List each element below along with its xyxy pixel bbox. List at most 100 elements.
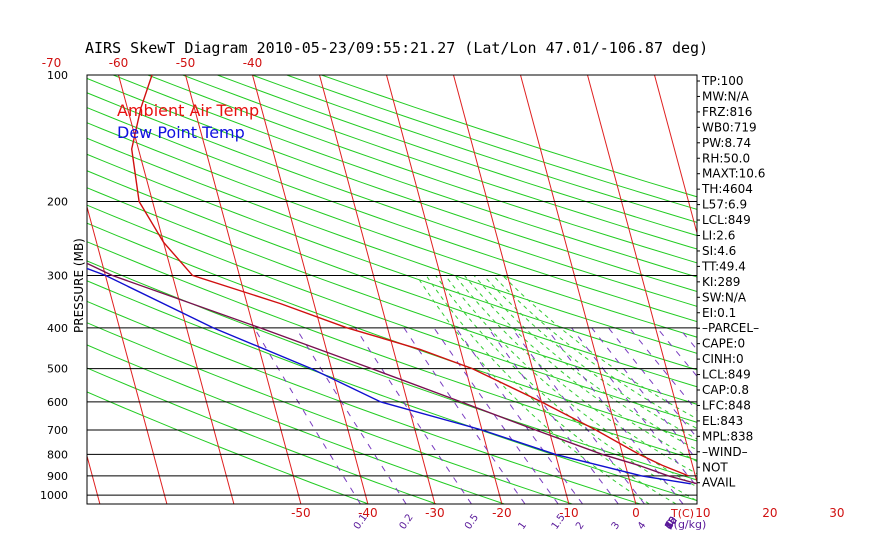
top-temp-tick-label: -70 — [42, 56, 62, 70]
mixing-ratio-label: 4 — [636, 520, 649, 532]
dry-adiabat-line — [321, 75, 697, 198]
index-item: CAPE:0 — [702, 337, 745, 351]
series-line-ambient-air-temp — [130, 75, 689, 477]
isotherm-line — [118, 75, 235, 504]
mixing-ratio-line — [354, 327, 472, 504]
top-temp-tick-label: -60 — [109, 56, 129, 70]
bottom-temp-tick-label: 0 — [632, 506, 640, 520]
isotherm-line — [386, 75, 503, 504]
dry-adiabat-line — [87, 187, 697, 405]
dry-adiabat-line — [182, 75, 697, 250]
isotherm-line — [856, 75, 870, 504]
pressure-tick-label: 600 — [47, 396, 68, 409]
index-item: LCL:849 — [702, 368, 751, 382]
index-item: –WIND– — [702, 445, 748, 459]
pressure-tick-label: 400 — [47, 322, 68, 335]
isotherm-line — [587, 75, 697, 485]
index-item: PW:8.74 — [702, 136, 751, 150]
pressure-tick-label: 800 — [47, 448, 68, 461]
index-item: MAXT:10.6 — [702, 167, 765, 181]
dry-adiabat-line — [87, 260, 697, 481]
top-temp-tick-label: -50 — [176, 56, 196, 70]
temp-unit-label: T(C) — [670, 507, 694, 520]
plot-frame — [86, 74, 698, 505]
mixing-ratio-label: 8 — [663, 520, 676, 532]
pressure-tick-label: 100 — [47, 69, 68, 82]
chart-title: AIRS SkewT Diagram 2010-05-23/09:55:21.2… — [85, 39, 708, 57]
isotherm-line — [453, 75, 570, 504]
index-item: SI:4.6 — [702, 244, 736, 258]
series-line-parcel — [87, 262, 697, 485]
dry-adiabat-line — [87, 153, 697, 371]
mixing-ratio-label: 1 — [516, 520, 529, 532]
index-item: AVAIL — [702, 476, 736, 490]
index-item: LCL:849 — [702, 213, 751, 227]
dry-adiabat-line — [87, 77, 697, 292]
dry-adiabat-line — [87, 280, 697, 502]
index-item: LFC:848 — [702, 398, 751, 412]
dry-adiabat-line — [87, 204, 697, 423]
dry-adiabat-line — [87, 344, 505, 504]
index-item: MW:N/A — [702, 89, 750, 103]
index-item: TH:4604 — [701, 182, 753, 196]
index-item: LI:2.6 — [702, 229, 735, 243]
dry-adiabat-line — [87, 222, 697, 442]
moist-adiabat-line — [483, 275, 697, 440]
dry-adiabat-line — [87, 170, 697, 388]
index-item: –PARCEL– — [702, 321, 759, 335]
pressure-tick-label: 700 — [47, 424, 68, 437]
moist-adiabat-line — [473, 275, 697, 451]
dry-adiabat-line — [87, 367, 437, 504]
mixing-ratio-line — [433, 327, 559, 504]
dry-adiabat-line — [87, 107, 697, 323]
bottom-temp-tick-label: -20 — [492, 506, 512, 520]
dry-adiabat-line — [87, 122, 697, 338]
legend-entry: Dew Point Temp — [117, 123, 245, 142]
mixing-ratio-line — [571, 327, 697, 488]
index-item: EI:0.1 — [702, 306, 736, 320]
moist-adiabat-line — [425, 275, 677, 504]
bottom-temp-tick-label: -30 — [425, 506, 445, 520]
mixing-unit-label: Q(g/kg) — [665, 518, 706, 531]
index-item: CINH:0 — [702, 352, 744, 366]
isotherm-line — [789, 75, 870, 504]
isotherm-line — [185, 75, 302, 504]
y-axis-label: PRESSURE (MB) — [72, 238, 86, 333]
index-item: FRZ:816 — [702, 105, 752, 119]
dry-adiabat-line — [87, 92, 697, 307]
dry-adiabat-line — [251, 75, 697, 223]
isotherm-line — [654, 75, 697, 235]
isotherm-line — [520, 75, 637, 504]
moist-adiabat-line — [444, 275, 697, 488]
mixing-ratio-label: 2 — [574, 520, 587, 532]
index-item: TT:49.4 — [701, 259, 746, 273]
pressure-tick-label: 500 — [47, 363, 68, 376]
bottom-temp-tick-label: -50 — [291, 506, 311, 520]
bottom-temp-tick-label: 30 — [829, 506, 844, 520]
isotherm-line — [87, 205, 168, 504]
moist-adiabat-line — [463, 275, 697, 463]
index-item: L57:6.9 — [702, 198, 747, 212]
mixing-ratio-line — [295, 327, 407, 504]
mixing-ratio-line — [253, 327, 361, 504]
moist-adiabat-line — [416, 275, 650, 504]
mixing-ratio-line — [726, 328, 870, 504]
dry-adiabat-line — [87, 137, 697, 354]
top-temp-tick-label: -40 — [243, 56, 263, 70]
bottom-temp-tick-label: -10 — [559, 506, 579, 520]
mixing-ratio-label: 0.2 — [398, 512, 416, 531]
dry-adiabat-line — [286, 75, 697, 210]
moist-adiabat-line — [454, 275, 697, 475]
index-item: SW:N/A — [702, 290, 747, 304]
dry-adiabat-line — [87, 300, 641, 504]
index-item: EL:843 — [702, 414, 743, 428]
mixing-ratio-label: 3 — [610, 520, 623, 532]
pressure-tick-label: 900 — [47, 470, 68, 483]
pressure-tick-label: 200 — [47, 195, 68, 208]
index-item: RH:50.0 — [702, 151, 750, 165]
dry-adiabat-line — [147, 75, 697, 264]
index-item: CAP:0.8 — [702, 383, 749, 397]
isotherm-line — [319, 75, 436, 504]
mixing-ratio-line — [545, 327, 684, 504]
